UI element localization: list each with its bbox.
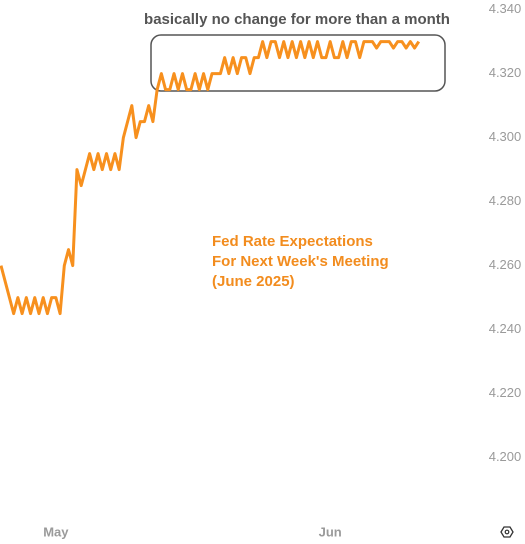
annotation: basically no change for more than a mont… (144, 11, 450, 28)
line (0, 40, 421, 316)
y-tick-label: 4.320 (489, 65, 522, 80)
annotation: For Next Week's Meeting (212, 253, 389, 270)
annotation-box (150, 34, 446, 92)
y-tick-label: 4.340 (489, 1, 522, 16)
x-tick-label: Jun (319, 524, 342, 539)
annotation: (June 2025) (212, 273, 295, 290)
y-tick-label: 4.260 (489, 257, 522, 272)
y-tick-label: 4.220 (489, 385, 522, 400)
y-tick-label: 4.240 (489, 321, 522, 336)
settings-icon[interactable] (500, 526, 514, 538)
y-tick-label: 4.300 (489, 129, 522, 144)
x-tick-label: May (43, 524, 69, 539)
settings-dot[interactable] (504, 529, 510, 535)
y-tick-label: 4.200 (489, 449, 522, 464)
settings-hexagon[interactable] (500, 526, 514, 538)
y-tick-label: 4.280 (489, 193, 522, 208)
annotation: Fed Rate Expectations (212, 233, 373, 250)
